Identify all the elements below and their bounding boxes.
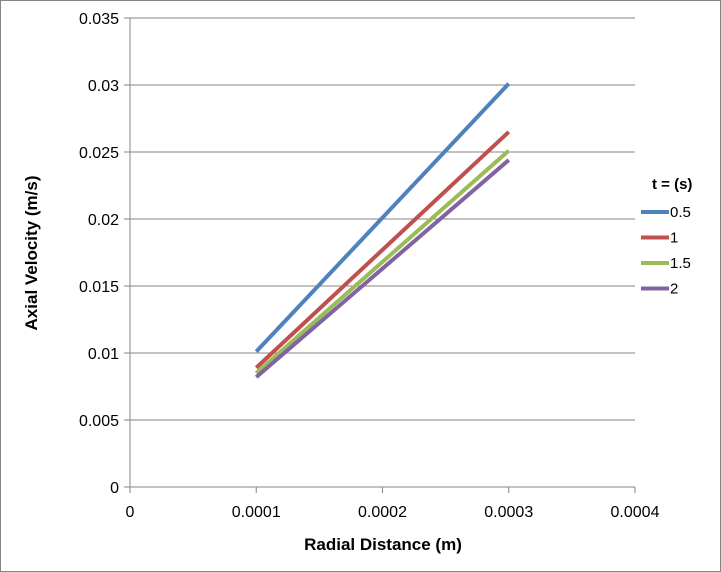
legend-title: t = (s): [652, 176, 692, 193]
y-tick-label: 0.005: [79, 413, 119, 430]
y-tick-label: 0.03: [88, 78, 119, 95]
legend: t = (s) 0.5 1 1.5 2: [641, 176, 692, 298]
x-tick-label: 0.0004: [611, 504, 660, 521]
series-line-1: [254, 130, 511, 370]
series-line-1.5: [254, 149, 511, 375]
x-tick-label: 0.0002: [358, 504, 407, 521]
y-tick-label: 0.035: [79, 11, 119, 28]
y-tick-label: 0: [110, 480, 119, 497]
legend-label-0.5: 0.5: [670, 204, 691, 221]
series-lines: [254, 82, 511, 379]
legend-label-2: 2: [670, 281, 678, 298]
series-line-2: [254, 158, 511, 379]
y-tick-label: 0.025: [79, 145, 119, 162]
x-tick-label: 0.0003: [484, 504, 533, 521]
legend-label-1: 1: [670, 230, 678, 247]
x-tick-label: 0: [126, 504, 135, 521]
x-axis-title: Radial Distance (m): [304, 535, 462, 554]
tick-labels: 0 0.005 0.01 0.015 0.02 0.025 0.03 0.035 0 0.0001…: [79, 11, 660, 521]
series-line-0.5: [254, 82, 511, 354]
legend-label-1.5: 1.5: [670, 255, 691, 272]
x-tick-label: 0.0001: [232, 504, 281, 521]
y-axis-title: Axial Velocity (m/s): [22, 176, 41, 331]
y-tick-label: 0.01: [88, 346, 119, 363]
gridlines: [130, 17, 635, 421]
y-tick-label: 0.015: [79, 279, 119, 296]
axes: [124, 17, 636, 493]
y-tick-label: 0.02: [88, 212, 119, 229]
